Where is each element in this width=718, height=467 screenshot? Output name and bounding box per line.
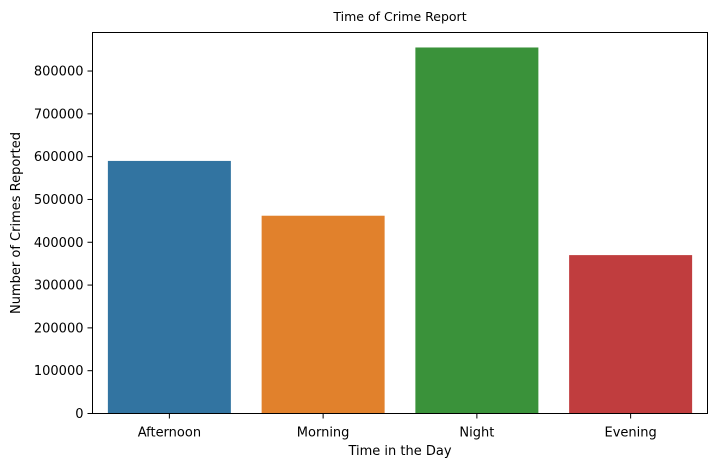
bar-evening [569, 255, 693, 414]
y-tick-label: 700000 [34, 107, 84, 122]
chart-title: Time of Crime Report [332, 9, 466, 24]
y-tick-label: 800000 [34, 65, 84, 80]
x-tick-label: Night [459, 426, 494, 441]
y-tick-label: 100000 [34, 364, 84, 379]
y-tick-label: 500000 [34, 193, 84, 208]
y-axis-ticks: 0 100000 200000 300000 400000 500000 600000 700… [34, 65, 93, 422]
x-axis-label: Time in the Day [347, 444, 451, 459]
bar-morning [261, 215, 385, 414]
x-tick-label: Afternoon [138, 426, 201, 441]
bar-night [415, 47, 539, 414]
plot-frame [92, 32, 708, 414]
bar-afternoon [107, 160, 231, 414]
x-tick-label: Morning [297, 426, 350, 441]
y-tick-label: 600000 [34, 150, 84, 165]
y-tick-label: 400000 [34, 236, 84, 251]
y-tick-label: 200000 [34, 321, 84, 336]
bars-group [107, 47, 693, 414]
y-tick-label: 300000 [34, 279, 84, 294]
x-axis-ticks: Afternoon Morning Night Evening [138, 413, 657, 441]
y-axis-label: Number of Crimes Reported [9, 132, 24, 314]
x-tick-label: Evening [605, 426, 657, 441]
y-tick-label: 0 [75, 407, 83, 422]
